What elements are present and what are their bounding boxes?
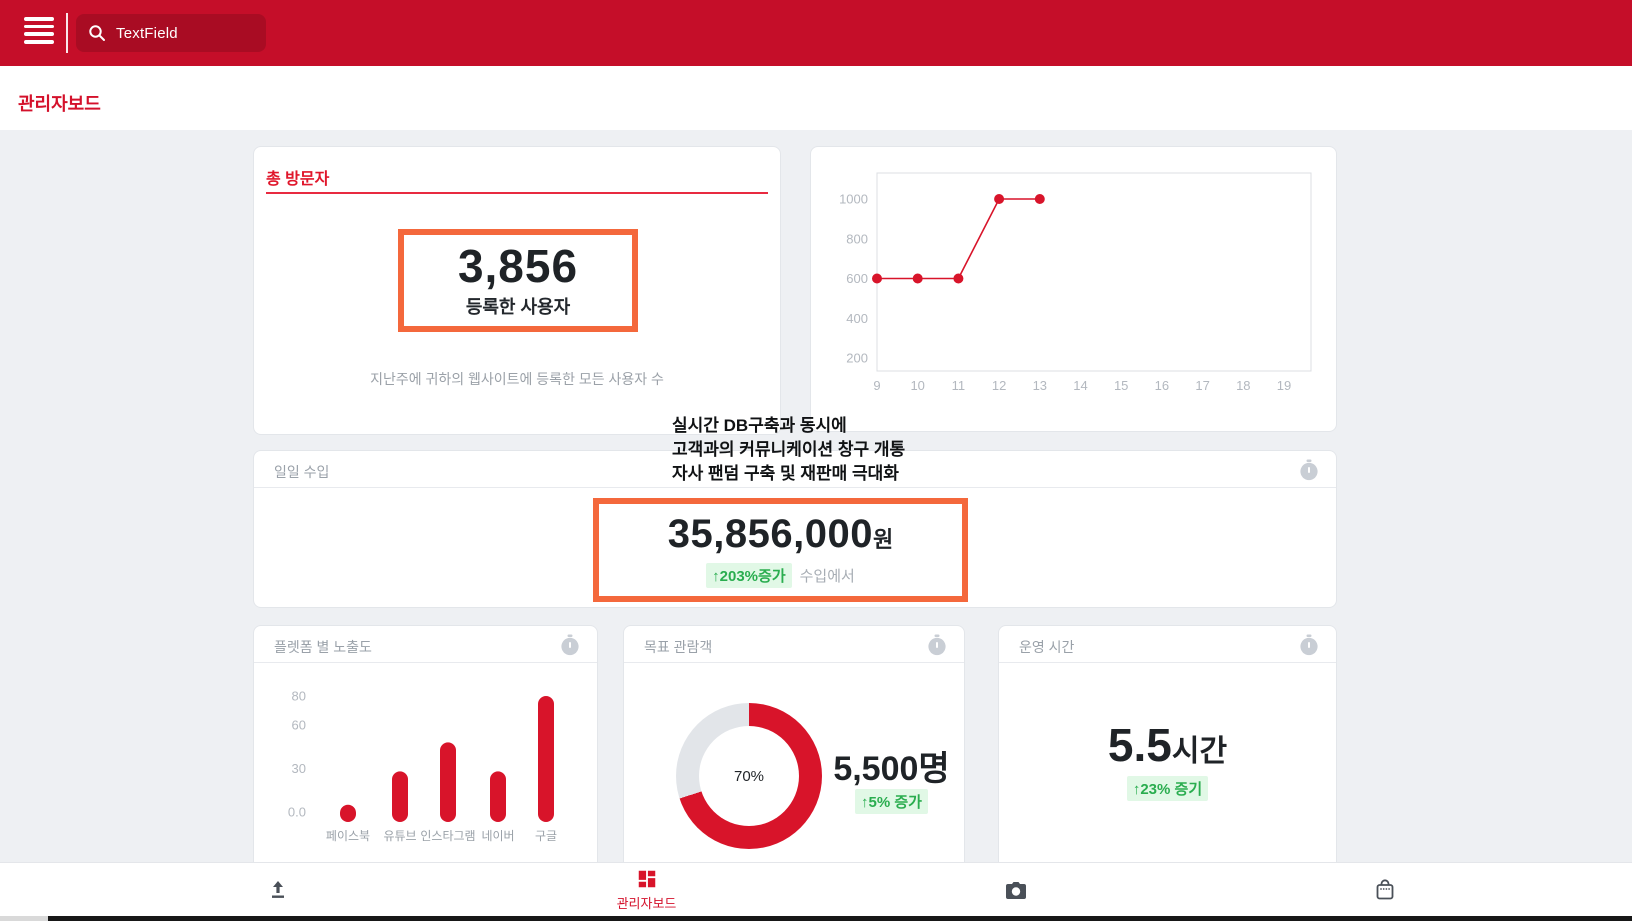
x-tick-label: 14 <box>1073 378 1087 393</box>
audience-delta-badge: ↑5% 증가 <box>855 789 928 814</box>
income-unit: 원 <box>872 527 894 552</box>
x-tick-label: 15 <box>1114 378 1128 393</box>
audience-donut-chart: 70% <box>676 703 822 849</box>
home-indicator-bar <box>0 916 1632 921</box>
annotation-text: 실시간 DB구축과 동시에 고객과의 커뮤니케이션 창구 개통 자사 팬덤 구축… <box>672 414 905 486</box>
nav-item-dashboard[interactable]: 관리자보드 <box>462 863 831 916</box>
timer-icon <box>928 634 946 656</box>
annotation-line: 고객과의 커뮤니케이션 창구 개통 <box>672 440 906 459</box>
data-point <box>953 273 964 284</box>
x-tick-label: 9 <box>873 378 880 393</box>
target-audience-card: 목표 관람객 70% 5,500명 ↑5% 증가 <box>623 625 965 885</box>
nav-item-upload[interactable] <box>93 863 462 916</box>
bar <box>440 742 456 822</box>
audience-header: 목표 관람객 <box>624 626 964 663</box>
data-point <box>994 194 1005 204</box>
annotation-line: 실시간 DB구축과 동시에 <box>672 416 847 435</box>
data-point <box>872 273 882 284</box>
hours-header: 운영 시간 <box>999 626 1336 663</box>
x-tick-label: 18 <box>1236 378 1250 393</box>
x-tick-label: 16 <box>1155 378 1169 393</box>
income-highlight-box: 35,856,000 원 ↑203%증가 수입에서 <box>593 498 968 602</box>
visitors-line-chart: 200 400 600 800 1000 9 10 11 12 13 14 15 16 17 18 19 <box>839 172 1312 393</box>
hours-unit: 시간 <box>1171 735 1228 768</box>
app-bar: TextField <box>0 0 1632 66</box>
x-tick-label: 11 <box>952 378 966 393</box>
visitors-count-label: 등록한 사용자 <box>465 296 571 317</box>
y-tick-label: 60 <box>292 718 306 733</box>
x-tick-label: 12 <box>992 378 1006 393</box>
nav-item-shop[interactable] <box>1200 863 1569 916</box>
total-visitors-title: 총 방문자 <box>266 171 330 188</box>
hours-title: 운영 시간 <box>1019 639 1075 655</box>
shopping-bag-icon <box>1376 878 1393 899</box>
menu-icon[interactable] <box>24 17 54 49</box>
y-tick-label: 600 <box>846 271 868 286</box>
bar <box>392 771 408 822</box>
income-delta-suffix: 수입에서 <box>799 568 855 585</box>
bar-category-label: 유튜브 <box>383 829 416 843</box>
search-input[interactable]: TextField <box>76 14 266 52</box>
y-tick-label: 200 <box>846 351 868 366</box>
nav-item-dashboard-label: 관리자보드 <box>616 895 677 911</box>
timer-icon <box>561 634 579 656</box>
x-tick-label: 10 <box>910 378 924 393</box>
red-divider <box>266 192 768 194</box>
platform-header: 플렛폼 별 노출도 <box>254 626 597 663</box>
plot-border <box>876 172 1312 372</box>
daily-income-header: 일일 수입 <box>254 451 1336 488</box>
line-series <box>877 198 1040 280</box>
upload-icon <box>271 880 284 898</box>
income-value: 35,856,000 <box>667 512 873 556</box>
timer-icon <box>1300 459 1318 481</box>
bar <box>490 771 506 822</box>
data-point <box>1034 194 1045 204</box>
audience-donut-label: 70% <box>699 726 799 826</box>
title-bar: 관리자보드 <box>0 66 1632 130</box>
y-tick-label: 800 <box>846 231 868 246</box>
y-tick-label: 80 <box>292 689 306 704</box>
y-tick-label: 1000 <box>839 192 868 207</box>
nav-item-camera[interactable] <box>831 863 1200 916</box>
search-icon <box>89 25 105 41</box>
bar-category-label: 네이버 <box>481 829 514 843</box>
bar <box>538 696 554 822</box>
data-point <box>912 273 923 284</box>
x-tick-label: 13 <box>1033 378 1047 393</box>
y-tick-label: 30 <box>292 761 306 776</box>
bar-category-label: 구글 <box>535 829 557 843</box>
search-input-value: TextField <box>116 24 178 42</box>
platform-bar-chart: 80 60 30 0.0 페이스북 유튜브 인스타그램 네이버 구글 <box>288 689 557 844</box>
x-tick-label: 19 <box>1277 378 1291 393</box>
platform-exposure-card: 플렛폼 별 노출도 80 60 30 0.0 페이스북 유튜브 인스타그램 네이버 구글 <box>253 625 598 885</box>
bottom-nav: 관리자보드 <box>0 862 1632 916</box>
audience-title: 목표 관람객 <box>644 639 713 655</box>
page-title: 관리자보드 <box>18 94 101 114</box>
dashboard-icon <box>638 870 655 887</box>
x-tick-label: 17 <box>1195 378 1209 393</box>
appbar-divider <box>66 13 68 53</box>
visitors-count: 3,856 <box>457 240 579 293</box>
y-tick-label: 400 <box>846 311 868 326</box>
visitors-caption: 지난주에 귀하의 웹사이트에 등록한 모든 사용자 수 <box>370 371 664 387</box>
bar-category-label: 인스타그램 <box>420 829 475 843</box>
bar <box>340 804 356 822</box>
daily-income-card: 일일 수입 35,856,000 원 ↑203%증가 수입에서 <box>253 450 1337 608</box>
visitors-highlight-box: 3,856 등록한 사용자 <box>398 229 638 332</box>
y-tick-label: 0.0 <box>288 805 306 820</box>
timer-icon <box>1300 634 1318 656</box>
audience-value: 5,500명 <box>833 750 950 788</box>
bar-category-label: 페이스북 <box>326 829 370 843</box>
operating-hours-card: 운영 시간 5.5시간 ↑23% 증기 <box>998 625 1337 885</box>
hours-delta-badge: ↑23% 증기 <box>1126 776 1209 801</box>
camera-icon <box>1005 881 1026 899</box>
daily-income-title: 일일 수입 <box>274 464 330 480</box>
income-delta-badge: ↑203%증가 <box>706 563 792 588</box>
platform-title: 플렛폼 별 노출도 <box>274 639 372 655</box>
hours-value: 5.5 <box>1107 719 1172 771</box>
visitors-trend-card: 200 400 600 800 1000 9 10 11 12 13 14 15 16 17 18 19 <box>810 146 1337 432</box>
annotation-line: 자사 팬덤 구축 및 재판매 극대화 <box>672 464 899 483</box>
total-visitors-card: 총 방문자 3,856 등록한 사용자 지난주에 귀하의 웹사이트에 등록한 모… <box>253 146 781 435</box>
